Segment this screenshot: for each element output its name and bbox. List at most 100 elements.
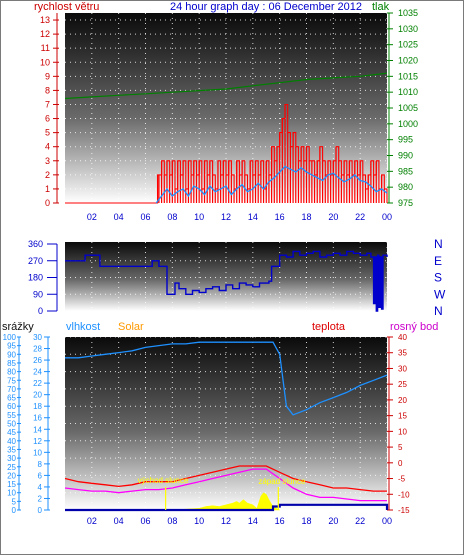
x-tick-label: 04	[114, 516, 124, 526]
x-tick-label: 06	[140, 212, 150, 222]
pressure-axis-tick-label: 1025	[398, 40, 418, 50]
humidity-axis-tick-label: 14	[33, 425, 42, 434]
wind-axis-tick-label: 6	[45, 114, 50, 124]
rain-label: srážky	[2, 321, 34, 333]
rain-series	[65, 503, 389, 512]
pressure-label: tlak	[372, 1, 390, 13]
temperature-axis-tick-label: 10	[398, 427, 407, 436]
x-tick-label: 12	[221, 516, 231, 526]
humidity-axis-tick-label: 16	[33, 414, 42, 423]
compass-tick-label: S	[434, 271, 442, 285]
humidity-axis-tick-label: 26	[33, 356, 42, 365]
x-tick-label: 00	[382, 212, 392, 222]
rain-axis-tick-label: 40	[7, 437, 16, 446]
chart-marks: 0123456789101112139759809859909951000100…	[3, 8, 446, 526]
rain-axis-tick-label: 75	[7, 376, 16, 385]
rain-axis-tick-label: 55	[7, 411, 16, 420]
temperature-axis-tick-label: 30	[398, 364, 407, 373]
x-tick-label: 22	[355, 212, 365, 222]
humidity-label: vlhkost	[66, 321, 100, 333]
chart-title: 24 hour graph day : 06 December 2012	[170, 1, 362, 13]
solar-series	[161, 492, 280, 511]
temperature-axis-tick-label: -10	[398, 490, 410, 499]
rain-axis-tick-label: 70	[7, 385, 16, 394]
x-tick-label: 10	[194, 212, 204, 222]
humidity-axis-tick-label: 22	[33, 379, 42, 388]
rain-axis-tick-label: 85	[7, 359, 16, 368]
wind-axis-tick-label: 10	[40, 57, 50, 67]
rain-axis-tick-label: 20	[7, 471, 16, 480]
x-tick-label: 08	[167, 516, 177, 526]
pressure-axis-tick-label: 1030	[398, 24, 418, 34]
rain-axis-tick-label: 30	[7, 454, 16, 463]
humidity-axis-tick-label: 12	[33, 437, 42, 446]
humidity-axis-tick-label: 28	[33, 345, 42, 354]
wind-axis-tick-label: 12	[40, 29, 50, 39]
rain-axis-tick-label: 60	[7, 402, 16, 411]
temperature-axis-tick-label: 5	[398, 443, 403, 452]
humidity-axis-tick-label: 18	[33, 402, 42, 411]
humidity-axis-tick-label: 30	[33, 333, 42, 342]
wind-axis-tick-label: 0	[45, 198, 50, 208]
temperature-axis-tick-label: -15	[398, 506, 410, 515]
x-tick-label: 14	[248, 516, 258, 526]
sunrise-label: východ slunce	[138, 476, 189, 485]
wind-axis-tick-label: 11	[41, 43, 50, 53]
pressure-axis-tick-label: 975	[398, 198, 413, 208]
wind-axis-tick-label: 2	[45, 170, 50, 180]
x-tick-label: 08	[167, 212, 177, 222]
wind-axis-tick-label: 5	[45, 128, 50, 138]
rain-axis-tick-label: 95	[7, 342, 16, 351]
compass-tick-label: N	[434, 304, 443, 318]
wind-axis-tick-label: 7	[45, 99, 50, 109]
direction-axis-tick-label: 360	[28, 239, 43, 249]
humidity-axis-tick-label: 0	[38, 506, 43, 515]
humidity-axis-tick-label: 2	[38, 494, 43, 503]
wind-axis-tick-label: 13	[40, 15, 50, 25]
x-tick-label: 02	[87, 516, 97, 526]
x-tick-label: 18	[301, 212, 311, 222]
x-tick-label: 22	[355, 516, 365, 526]
sunset-label: západ slunce	[258, 477, 306, 486]
pressure-axis-tick-label: 980	[398, 182, 413, 192]
pressure-axis-tick-label: 985	[398, 166, 413, 176]
wind-average-series	[155, 165, 388, 204]
pressure-axis-tick-label: 1035	[398, 8, 418, 18]
dewpoint-series	[64, 468, 387, 502]
x-tick-label: 18	[301, 516, 311, 526]
wind-axis-tick-label: 8	[45, 85, 50, 95]
temperature-axis-tick-label: 35	[398, 349, 407, 358]
direction-axis-tick-label: 90	[33, 289, 43, 299]
wind-axis-tick-label: 9	[45, 71, 50, 81]
x-tick-label: 16	[275, 516, 285, 526]
x-tick-label: 06	[140, 516, 150, 526]
temperature-label: teplota	[312, 321, 346, 333]
direction-axis-tick-label: 180	[28, 273, 43, 283]
dewpoint-label: rosný bod	[390, 321, 438, 333]
humidity-series	[65, 341, 388, 416]
pressure-series	[64, 72, 388, 100]
x-tick-label: 10	[194, 516, 204, 526]
temperature-axis-tick-label: 20	[398, 396, 407, 405]
x-tick-label: 16	[275, 212, 285, 222]
temperature-axis-tick-label: -5	[398, 475, 406, 484]
pressure-axis-tick-label: 1020	[398, 56, 418, 66]
rain-axis-tick-label: 0	[12, 506, 17, 515]
x-tick-label: 04	[114, 212, 124, 222]
rain-axis-tick-label: 25	[7, 463, 16, 472]
temperature-axis-tick-label: 40	[398, 333, 407, 342]
direction-axis-tick-label: 270	[28, 256, 43, 266]
x-tick-label: 20	[328, 212, 338, 222]
wind-direction-series	[65, 250, 388, 312]
rain-axis-tick-label: 50	[7, 420, 16, 429]
wind-speed-label: rychlost větru	[34, 1, 99, 13]
temperature-axis-tick-label: 25	[398, 380, 407, 389]
pressure-axis-tick-label: 995	[398, 135, 413, 145]
rain-axis-tick-label: 90	[7, 350, 16, 359]
rain-axis-tick-label: 35	[7, 445, 16, 454]
compass-tick-label: W	[434, 287, 446, 301]
pressure-axis-tick-label: 1005	[398, 103, 418, 113]
rain-axis-tick-label: 15	[7, 480, 16, 489]
